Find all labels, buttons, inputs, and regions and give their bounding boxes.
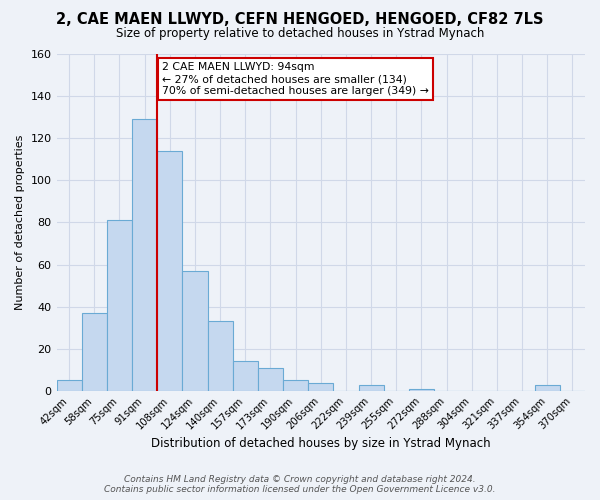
Bar — [157, 151, 182, 391]
Bar — [308, 382, 334, 391]
Bar — [56, 380, 82, 391]
Bar — [535, 384, 560, 391]
Text: 2, CAE MAEN LLWYD, CEFN HENGOED, HENGOED, CF82 7LS: 2, CAE MAEN LLWYD, CEFN HENGOED, HENGOED… — [56, 12, 544, 28]
Bar — [82, 313, 107, 391]
Bar — [359, 384, 383, 391]
Text: 2 CAE MAEN LLWYD: 94sqm
← 27% of detached houses are smaller (134)
70% of semi-d: 2 CAE MAEN LLWYD: 94sqm ← 27% of detache… — [162, 62, 429, 96]
Bar — [132, 120, 157, 391]
Bar — [107, 220, 132, 391]
X-axis label: Distribution of detached houses by size in Ystrad Mynach: Distribution of detached houses by size … — [151, 437, 491, 450]
Bar — [258, 368, 283, 391]
Bar — [208, 322, 233, 391]
Bar — [233, 362, 258, 391]
Bar — [283, 380, 308, 391]
Text: Contains HM Land Registry data © Crown copyright and database right 2024.
Contai: Contains HM Land Registry data © Crown c… — [104, 474, 496, 494]
Text: Size of property relative to detached houses in Ystrad Mynach: Size of property relative to detached ho… — [116, 28, 484, 40]
Bar — [409, 389, 434, 391]
Y-axis label: Number of detached properties: Number of detached properties — [15, 135, 25, 310]
Bar — [182, 271, 208, 391]
